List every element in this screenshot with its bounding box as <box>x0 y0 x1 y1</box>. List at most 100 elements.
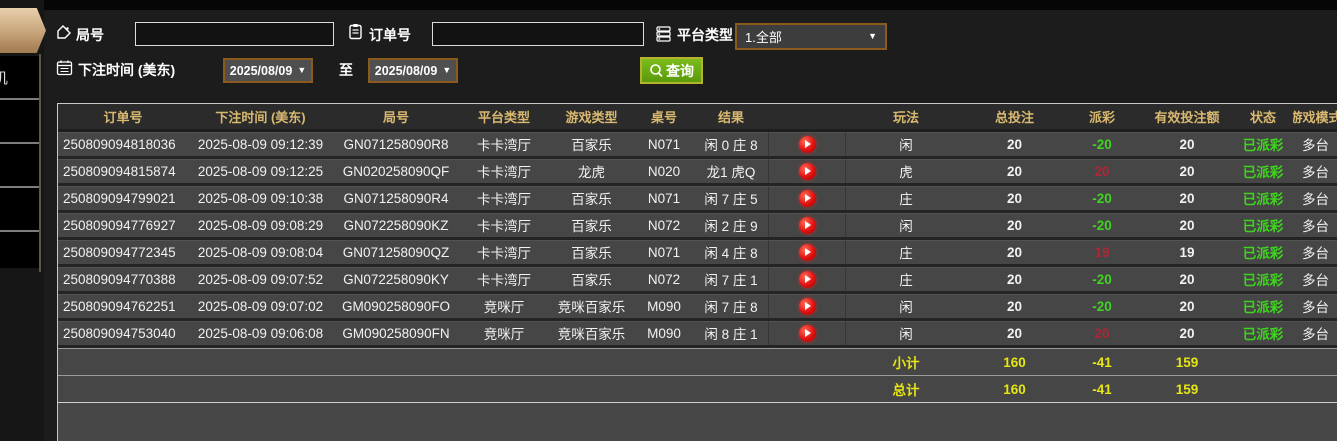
platform-type-label: 平台类型 <box>677 27 733 43</box>
cell-valid-bet: 19 <box>1179 244 1195 260</box>
cell-table-no: N071 <box>647 136 681 152</box>
cell-valid-bet: 20 <box>1179 298 1195 314</box>
rail-menu-item[interactable] <box>0 144 40 188</box>
table-row[interactable]: 250809094818036 2025-08-09 09:12:39 GN07… <box>58 132 1337 159</box>
play-icon <box>805 302 811 310</box>
table-row[interactable]: 250809094799021 2025-08-09 09:10:38 GN07… <box>58 186 1337 213</box>
cell-game-mode: 多台 <box>1302 219 1329 234</box>
cell-valid-bet: 20 <box>1179 190 1195 206</box>
table-row[interactable]: 250809094770388 2025-08-09 09:07:52 GN07… <box>58 267 1337 294</box>
rail-menu-item[interactable] <box>0 232 40 268</box>
cell-total-bet: 20 <box>1006 217 1023 233</box>
subtotal-row: 小计 160 -41 159 <box>58 348 1337 375</box>
round-no-input[interactable] <box>135 22 334 46</box>
table-row[interactable]: 250809094762251 2025-08-09 09:07:02 GM09… <box>58 294 1337 321</box>
rail-menu-item[interactable] <box>0 188 40 232</box>
round-no-label: 局号 <box>76 27 104 43</box>
cell-round-no: GN072258090KZ <box>343 217 449 233</box>
cell-status: 已派彩 <box>1242 138 1284 153</box>
cell-round-no: GN072258090KY <box>343 271 449 287</box>
cell-status: 已派彩 <box>1242 192 1284 207</box>
grand-total-label: 总计 <box>892 383 920 398</box>
cell-replay <box>768 159 846 183</box>
cell-play-type: 闲 <box>899 138 913 153</box>
platform-type-selected-value: 1.全部 <box>745 30 782 45</box>
header-order-no: 订单号 <box>103 110 143 125</box>
replay-play-button[interactable] <box>798 135 816 153</box>
clipboard-icon <box>347 23 364 40</box>
cell-game-type: 百家乐 <box>571 219 612 234</box>
cell-status: 已派彩 <box>1242 327 1284 342</box>
header-valid-bet: 有效投注额 <box>1154 110 1220 125</box>
cell-result: 闲 7 庄 8 <box>704 300 758 315</box>
cell-status: 已派彩 <box>1242 273 1284 288</box>
header-payout: 派彩 <box>1088 110 1115 125</box>
cell-status: 已派彩 <box>1242 165 1284 180</box>
chevron-down-icon: ▼ <box>442 65 452 75</box>
cell-game-mode: 多台 <box>1302 273 1329 288</box>
cell-table-no: N072 <box>647 217 681 233</box>
replay-play-button[interactable] <box>798 243 816 261</box>
tag-icon <box>56 24 73 41</box>
cell-result: 闲 7 庄 1 <box>704 273 758 288</box>
date-to-picker[interactable]: 2025/08/09 ▼ <box>368 58 458 83</box>
table-row[interactable]: 250809094753040 2025-08-09 09:06:08 GM09… <box>58 321 1337 348</box>
cell-valid-bet: 20 <box>1179 163 1195 179</box>
cell-game-type: 龙虎 <box>578 165 605 180</box>
cell-result: 闲 8 庄 1 <box>704 327 758 342</box>
subtotal-total-bet: 160 <box>1003 354 1026 370</box>
cell-valid-bet: 20 <box>1179 217 1195 233</box>
cell-game-mode: 多台 <box>1302 138 1329 153</box>
cell-bet-time: 2025-08-09 09:12:25 <box>197 163 324 179</box>
subtotal-valid-bet: 159 <box>1175 354 1199 370</box>
platform-list-icon <box>655 25 672 42</box>
query-button[interactable]: 查询 <box>640 57 703 84</box>
cell-round-no: GN071258090R4 <box>343 190 449 206</box>
header-status: 状态 <box>1249 110 1276 125</box>
cell-payout: -20 <box>1092 190 1112 206</box>
table-row[interactable]: 250809094815874 2025-08-09 09:12:25 GN02… <box>58 159 1337 186</box>
header-round-no: 局号 <box>382 110 409 125</box>
cell-game-mode: 多台 <box>1302 327 1329 342</box>
cell-game-type: 百家乐 <box>571 192 612 207</box>
grand-total-valid-bet: 159 <box>1175 381 1199 397</box>
order-no-input[interactable] <box>432 22 644 46</box>
play-icon <box>805 140 811 148</box>
active-tab-arrow[interactable] <box>0 8 46 53</box>
cell-game-type: 百家乐 <box>571 273 612 288</box>
replay-play-button[interactable] <box>798 297 816 315</box>
cell-payout: 20 <box>1094 325 1110 341</box>
cell-bet-time: 2025-08-09 09:12:39 <box>197 136 324 152</box>
cell-game-type: 竞咪百家乐 <box>557 300 626 315</box>
cell-order-no: 250809094770388 <box>63 271 176 287</box>
order-no-label: 订单号 <box>369 27 411 43</box>
cell-total-bet: 20 <box>1006 325 1023 341</box>
calendar-icon <box>56 59 73 76</box>
replay-play-button[interactable] <box>798 162 816 180</box>
replay-play-button[interactable] <box>798 324 816 342</box>
replay-play-button[interactable] <box>798 270 816 288</box>
cell-platform-type: 卡卡湾厅 <box>477 165 531 180</box>
replay-play-button[interactable] <box>798 189 816 207</box>
cell-play-type: 庄 <box>899 246 913 261</box>
cell-bet-time: 2025-08-09 09:08:29 <box>197 217 324 233</box>
date-from-picker[interactable]: 2025/08/09 ▼ <box>223 58 313 83</box>
cell-result: 龙1 虎Q <box>706 165 756 180</box>
cell-payout: 19 <box>1094 244 1110 260</box>
rail-menu-item[interactable] <box>0 100 40 144</box>
cell-game-mode: 多台 <box>1302 165 1329 180</box>
cell-order-no: 250809094815874 <box>63 163 176 179</box>
play-icon <box>805 221 811 229</box>
cell-table-no: N020 <box>647 163 681 179</box>
table-row[interactable]: 250809094772345 2025-08-09 09:08:04 GN07… <box>58 240 1337 267</box>
rail-menu-item[interactable]: 讥 <box>0 56 40 100</box>
platform-type-select[interactable]: 1.全部 ▼ <box>735 23 887 50</box>
cell-payout: 20 <box>1094 163 1110 179</box>
replay-play-button[interactable] <box>798 216 816 234</box>
cell-status: 已派彩 <box>1242 300 1284 315</box>
cell-replay <box>768 132 846 156</box>
cell-payout: -20 <box>1092 298 1112 314</box>
rail-divider <box>39 54 41 272</box>
table-row[interactable]: 250809094776927 2025-08-09 09:08:29 GN07… <box>58 213 1337 240</box>
cell-table-no: N071 <box>647 190 681 206</box>
